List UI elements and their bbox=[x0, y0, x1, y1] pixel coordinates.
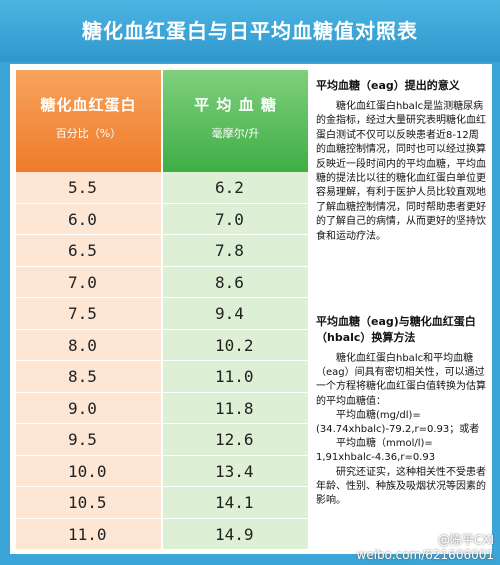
hba1c-cell: 6.0 bbox=[16, 203, 161, 235]
significance-heading: 平均血糖（eag）提出的意义 bbox=[316, 79, 460, 92]
glucose-cell: 10.2 bbox=[163, 329, 308, 361]
glucose-cell: 11.0 bbox=[163, 361, 308, 393]
conversion-heading: 平均血糖（eag)与糖化血红蛋白（hbalc）换算方法 bbox=[316, 315, 476, 344]
hba1c-cell: 8.5 bbox=[16, 361, 161, 393]
glucose-cell: 14.9 bbox=[163, 518, 308, 550]
conversion-table: 糖化血红蛋白 百分比（%） 平 均 血 糖 毫摩尔/升 5.5 6.2 6.0 7.0… bbox=[16, 70, 308, 550]
table-row: 10.0 13.4 bbox=[16, 455, 308, 487]
hba1c-cell: 8.0 bbox=[16, 329, 161, 361]
table-row: 5.5 6.2 bbox=[16, 172, 308, 204]
hba1c-cell: 7.0 bbox=[16, 266, 161, 298]
glucose-cell: 14.1 bbox=[163, 487, 308, 519]
table-header-glucose-label: 平 均 血 糖 bbox=[194, 96, 277, 114]
hba1c-cell: 5.5 bbox=[16, 172, 161, 204]
table-row: 6.0 7.0 bbox=[16, 203, 308, 235]
glucose-cell: 7.0 bbox=[163, 203, 308, 235]
table-header-glucose-unit: 毫摩尔/升 bbox=[211, 127, 260, 140]
watermark: @陈平CXI weibo.com/621606001 bbox=[357, 533, 494, 563]
hba1c-cell: 10.0 bbox=[16, 455, 161, 487]
formula-1: (34.74xhbalc)-79.2,r=0.93；或者 bbox=[316, 424, 480, 436]
table-row: 8.0 10.2 bbox=[16, 329, 308, 361]
hba1c-cell: 7.5 bbox=[16, 298, 161, 330]
table-header-hba1c-label: 糖化血红蛋白 bbox=[40, 96, 137, 114]
glucose-cell: 8.6 bbox=[163, 266, 308, 298]
table-header-hba1c: 糖化血红蛋白 百分比（%） bbox=[16, 70, 161, 172]
glucose-cell: 9.4 bbox=[163, 298, 308, 330]
hba1c-cell: 11.0 bbox=[16, 518, 161, 550]
glucose-cell: 7.8 bbox=[163, 235, 308, 267]
glucose-cell: 13.4 bbox=[163, 455, 308, 487]
table-row: 11.0 14.9 bbox=[16, 518, 308, 550]
significance-text: 糖化血红蛋白hbalc是监测糖尿病的金指标，经过大量研究表明糖化血红蛋白测试不仅… bbox=[316, 101, 486, 242]
page-title: 糖化血红蛋白与日平均血糖值对照表 bbox=[0, 0, 500, 62]
formula-2: 1,91xhbalc-4.36,r=0.93 bbox=[316, 452, 436, 464]
hba1c-cell: 10.5 bbox=[16, 487, 161, 519]
table-row: 9.0 11.8 bbox=[16, 392, 308, 424]
table-row: 7.5 9.4 bbox=[16, 298, 308, 330]
table-row: 10.5 14.1 bbox=[16, 487, 308, 519]
conversion-text: 糖化血红蛋白hbalc和平均血糖（eag）间具有密切相关性，可以通过一个方程将糖… bbox=[316, 352, 486, 508]
table-row: 7.0 8.6 bbox=[16, 266, 308, 298]
glucose-cell: 6.2 bbox=[163, 172, 308, 204]
formula-1-label: 平均血糖(mg/dl)= bbox=[336, 409, 421, 421]
table-header-glucose: 平 均 血 糖 毫摩尔/升 bbox=[163, 70, 308, 172]
glucose-cell: 11.8 bbox=[163, 392, 308, 424]
table-row: 8.5 11.0 bbox=[16, 361, 308, 393]
content-panel: 糖化血红蛋白 百分比（%） 平 均 血 糖 毫摩尔/升 5.5 6.2 6.0 7.0… bbox=[10, 64, 492, 554]
conversion-outro: 研究还证实，这种相关性不受患者年龄、性别、种族及吸烟状况等因素的影响。 bbox=[316, 466, 486, 507]
table-header-hba1c-unit: 百分比（%） bbox=[55, 127, 122, 140]
conversion-intro: 糖化血红蛋白hbalc和平均血糖（eag）间具有密切相关性，可以通过一个方程将糖… bbox=[316, 353, 486, 407]
table-row: 6.5 7.8 bbox=[16, 235, 308, 267]
hba1c-cell: 9.0 bbox=[16, 392, 161, 424]
explanation-column: 平均血糖（eag）提出的意义 糖化血红蛋白hbalc是监测糖尿病的金指标，经过大… bbox=[316, 70, 488, 550]
hba1c-cell: 9.5 bbox=[16, 424, 161, 456]
table-body: 5.5 6.2 6.0 7.0 6.5 7.8 7.0 8.6 7.5 9.4 8.0 10.2 8.5… bbox=[16, 172, 308, 550]
watermark-url: weibo.com/621606001 bbox=[356, 548, 494, 562]
glucose-cell: 12.6 bbox=[163, 424, 308, 456]
watermark-handle: @陈平CXI bbox=[437, 533, 494, 547]
hba1c-cell: 6.5 bbox=[16, 235, 161, 267]
table-row: 9.5 12.6 bbox=[16, 424, 308, 456]
formula-2-label: 平均血糖（mmol/l)= bbox=[336, 438, 433, 450]
